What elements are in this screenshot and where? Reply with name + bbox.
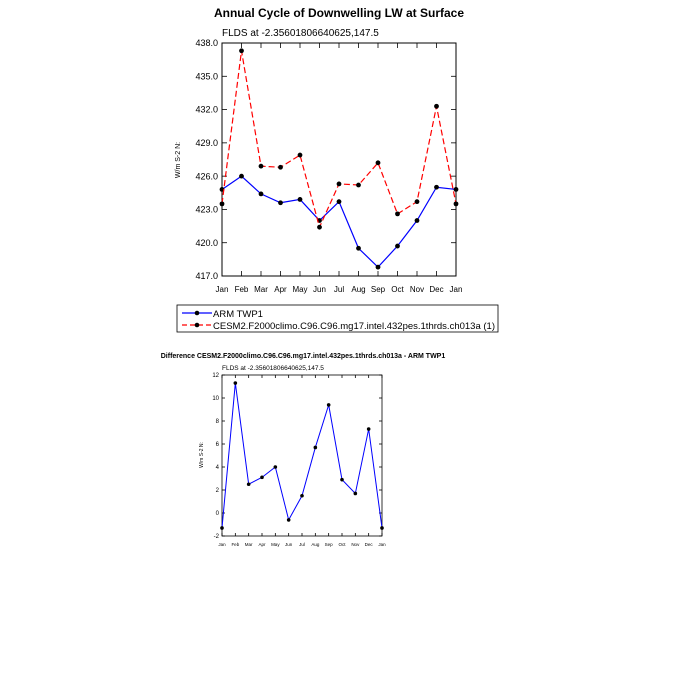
bottom-chart-subtitle: FLDS at -2.35601806640625,147.5 (222, 365, 324, 372)
top-chart-ylabel: W/m S-2 N: (175, 142, 182, 178)
bottom-chart-series-0-point (273, 465, 278, 469)
top-chart-ytick-label: 438.0 (195, 38, 218, 48)
top-chart-xtick-label: Mar (254, 285, 268, 294)
bottom-chart-series-0-point (366, 427, 371, 431)
bottom-chart-ytick-label: 12 (212, 373, 219, 379)
top-chart-xtick-label: May (292, 285, 307, 294)
top-chart-series-0-point (434, 184, 439, 190)
top-chart-series-1-point (375, 160, 381, 166)
bottom-chart-ylabel: W/m S-2 N: (199, 442, 205, 468)
bottom-chart-xtick-label: Jan (218, 542, 226, 547)
top-chart-ytick-label: 426.0 (195, 171, 218, 181)
top-chart-xtick-label: Sep (371, 285, 386, 294)
top-chart-xtick-label: Dec (429, 285, 443, 294)
bottom-chart-series-0-point (220, 526, 224, 530)
top-chart-series-0-point (395, 243, 400, 249)
top-chart-series-0-point (375, 264, 381, 270)
top-chart-series-1-point (317, 224, 322, 230)
top-chart-series-1-point (453, 201, 459, 207)
legend-cesm-marker (194, 322, 200, 328)
top-chart-legend-box (176, 304, 499, 333)
bottom-chart-ytick-label: 4 (216, 465, 220, 471)
top-chart-xtick-label: Feb (235, 285, 249, 294)
legend-arm-label: ARM TWP1 (213, 309, 263, 320)
top-chart-xtick-label: Oct (391, 285, 404, 294)
bottom-chart-xtick-label: Oct (338, 542, 346, 547)
top-chart-xtick-label: Apr (274, 285, 287, 294)
bottom-chart-plot-frame (221, 374, 383, 537)
top-chart-ytick-label: 420.0 (195, 238, 218, 248)
bottom-chart-ytick-label: -2 (214, 534, 220, 540)
bottom-chart-xtick-label: Sep (325, 542, 334, 547)
bottom-chart-ytick-label: 6 (216, 442, 220, 448)
top-chart-series-0-point (414, 218, 420, 223)
top-chart-series-0-point (278, 200, 283, 206)
bottom-chart-series-0-point (326, 403, 331, 407)
top-chart-series-1-point (414, 199, 420, 205)
bottom-chart-xtick-label: Jan (378, 542, 386, 547)
top-chart-series-1-point (297, 152, 303, 158)
top-chart-ytick-label: 423.0 (195, 205, 218, 215)
bottom-chart-ytick-label: 10 (212, 396, 219, 402)
top-chart-ytick-label: 429.0 (195, 138, 218, 148)
top-chart-plot-frame (221, 42, 457, 277)
bottom-chart-series-0-point (233, 381, 238, 385)
top-chart-series-0-point (258, 191, 264, 197)
bottom-chart-ytick-label: 0 (216, 511, 220, 517)
top-chart-xtick-label: Jan (216, 285, 229, 294)
top-chart-ytick-label: 417.0 (195, 271, 218, 281)
top-chart-xtick-label: Jun (313, 285, 326, 294)
bottom-chart-xtick-label: Jun (285, 542, 293, 547)
bottom-chart-xtick-label: Jul (299, 542, 305, 547)
top-chart-xtick-label: Nov (410, 285, 424, 294)
bottom-chart-series-0-point (246, 482, 251, 487)
top-chart-series-1-point (395, 211, 400, 217)
bottom-chart-series-0-point (380, 526, 384, 530)
legend-cesm-label: CESM2.F2000climo.C96.C96.mg17.intel.432p… (213, 321, 495, 332)
bottom-chart-xtick-label: Apr (258, 542, 266, 547)
top-chart-xtick-label: Jan (450, 285, 463, 294)
bottom-chart-series-line-0 (221, 382, 383, 529)
top-chart-ytick-label: 435.0 (195, 71, 218, 81)
top-chart-series-1-point (219, 201, 225, 207)
top-chart-series-0-point (297, 197, 303, 202)
top-chart-series-1-point (356, 182, 361, 188)
bottom-chart-series-0-point (340, 477, 344, 482)
top-chart-series-1-point (434, 103, 439, 109)
bottom-chart-series-0-point (260, 475, 264, 480)
top-chart-xtick-label: Jul (334, 285, 344, 294)
bottom-chart-title: Difference CESM2.F2000climo.C96.C96.mg17… (161, 353, 446, 360)
bottom-chart-series-0-point (300, 493, 304, 498)
bottom-chart-series-0-point (313, 445, 318, 450)
bottom-chart-ytick-label: 8 (216, 419, 220, 425)
bottom-chart-series-0-point (286, 518, 291, 522)
top-chart-series-1-point (258, 163, 264, 169)
bottom-chart-xtick-label: Aug (311, 542, 320, 547)
bottom-chart-series-0-point (353, 491, 358, 496)
bottom-chart-ytick-label: 2 (216, 488, 220, 494)
bottom-chart-xtick-label: Nov (351, 542, 360, 547)
bottom-chart-xtick-label: Feb (231, 542, 239, 547)
bottom-chart-xtick-label: Mar (245, 542, 253, 547)
top-chart-ytick-label: 432.0 (195, 105, 218, 115)
top-chart-series-0-point (356, 245, 361, 251)
top-chart-series-1-point (278, 164, 283, 170)
top-chart-series-0-point (453, 187, 459, 192)
top-chart-series-0-point (336, 199, 342, 205)
top-chart-series-1-point (336, 181, 342, 187)
top-chart-series-1-point (239, 48, 244, 54)
legend-arm-marker (194, 310, 200, 316)
top-chart-subtitle: FLDS at -2.35601806640625,147.5 (222, 28, 379, 39)
top-chart-series-line-0 (221, 175, 457, 268)
top-chart-title: Annual Cycle of Downwelling LW at Surfac… (214, 6, 464, 20)
bottom-chart-xtick-label: Dec (365, 542, 374, 547)
bottom-chart-xtick-label: May (271, 542, 280, 547)
top-chart-xtick-label: Aug (351, 285, 365, 294)
top-chart-series-0-point (239, 173, 244, 179)
